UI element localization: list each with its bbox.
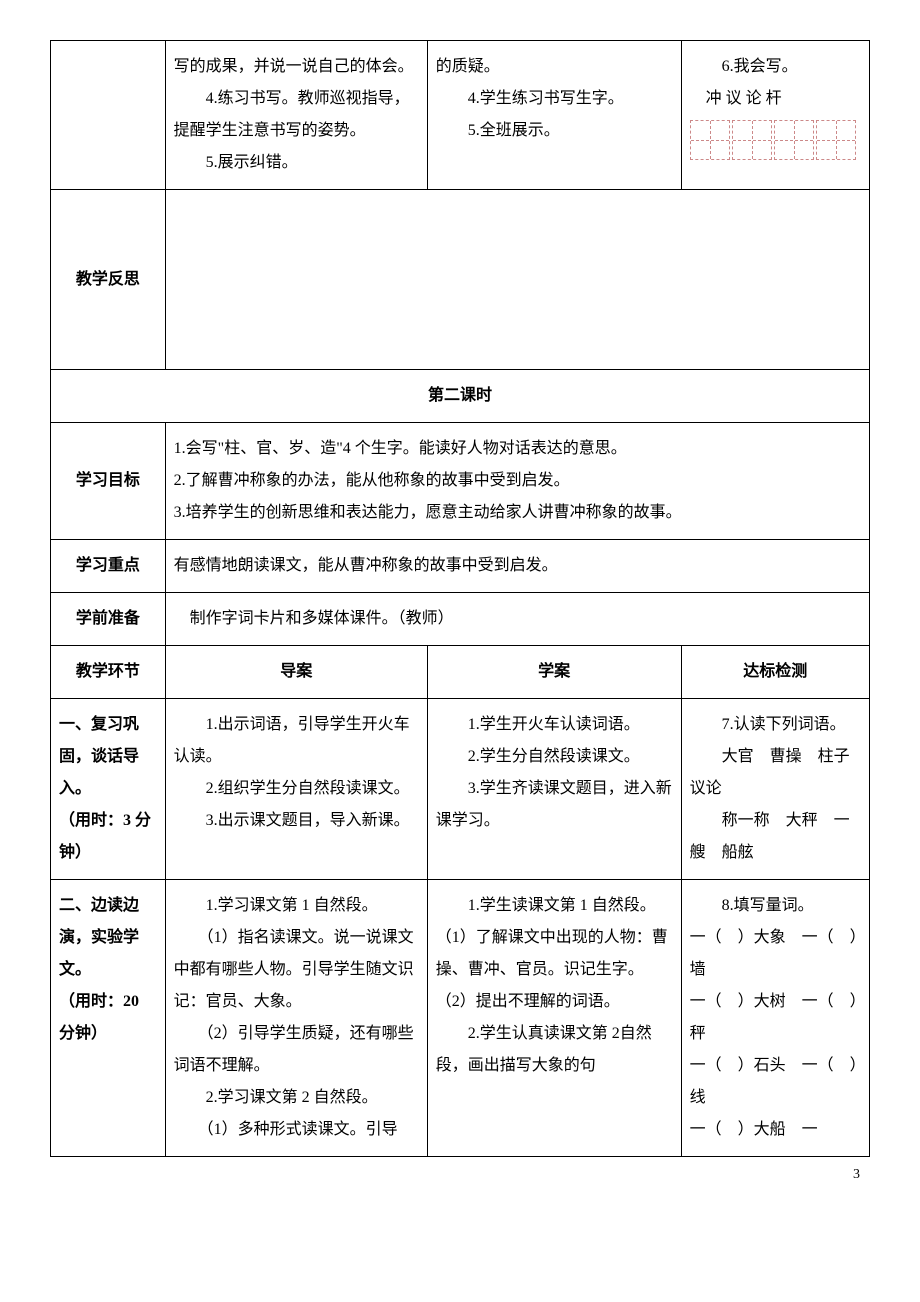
step2-xuean-text: 1.学生读课文第 1 自然段。 （1）了解课文中出现的人物：曹操、曹冲、官员。识… (436, 890, 673, 1082)
check-line1: 6.我会写。 (690, 51, 861, 83)
step1-daoan: 1.出示词语，引导学生开火车认读。 2.组织学生分自然段读课文。 3.出示课文题… (165, 699, 427, 880)
step1-check: 7.认读下列词语。 大官 曹操 柱子 议论 称一称 大秤 一艘 船舷 (681, 699, 869, 880)
step1-daoan-text: 1.出示词语，引导学生开火车认读。 2.组织学生分自然段读课文。 3.出示课文题… (174, 709, 419, 837)
daoan-continuation: 写的成果，并说一说自己的体会。 4.练习书写。教师巡视指导，提醒学生注意书写的姿… (165, 41, 427, 190)
lesson2-title: 第二课时 (51, 370, 870, 423)
daoan-text: 写的成果，并说一说自己的体会。 4.练习书写。教师巡视指导，提醒学生注意书写的姿… (174, 51, 419, 179)
step2-check-text: 8.填写量词。 一（ ）大象 一（ ）墙 一（ ）大树 一（ ）秤 一（ ）石头… (690, 890, 861, 1146)
step2-label-text: 二、边读边演，实验学文。 （用时：20 分钟） (59, 890, 157, 1050)
prep-row: 学前准备 制作字词卡片和多媒体课件。（教师） (51, 593, 870, 646)
lesson-plan-table: 写的成果，并说一说自己的体会。 4.练习书写。教师巡视指导，提醒学生注意书写的姿… (50, 40, 870, 1157)
objectives-row: 学习目标 1.会写"柱、官、岁、造"4 个生字。能读好人物对话表达的意思。 2.… (51, 423, 870, 540)
column-headers-row: 教学环节 导案 学案 达标检测 (51, 646, 870, 699)
keypoint-label: 学习重点 (51, 540, 166, 593)
header-stage: 教学环节 (51, 646, 166, 699)
prep-content: 制作字词卡片和多媒体课件。（教师） (165, 593, 869, 646)
step1-check-text: 7.认读下列词语。 大官 曹操 柱子 议论 称一称 大秤 一艘 船舷 (690, 709, 861, 869)
xuean-continuation: 的质疑。 4.学生练习书写生字。 5.全班展示。 (427, 41, 681, 190)
grid-box (816, 120, 856, 160)
step1-xuean: 1.学生开火车认读词语。 2.学生分自然段读课文。 3.学生齐读课文题目，进入新… (427, 699, 681, 880)
step2-row: 二、边读边演，实验学文。 （用时：20 分钟） 1.学习课文第 1 自然段。 （… (51, 880, 870, 1157)
objectives-content: 1.会写"柱、官、岁、造"4 个生字。能读好人物对话表达的意思。 2.了解曹冲称… (165, 423, 869, 540)
check-line2: 冲 议 论 杆 (690, 83, 861, 115)
lesson2-title-row: 第二课时 (51, 370, 870, 423)
xuean-text: 的质疑。 4.学生练习书写生字。 5.全班展示。 (436, 51, 673, 147)
step1-label-text: 一、复习巩固，谈话导入。 （用时：3 分钟） (59, 709, 157, 869)
header-daoan: 导案 (165, 646, 427, 699)
header-check: 达标检测 (681, 646, 869, 699)
reflection-content (165, 190, 869, 370)
header-xuean: 学案 (427, 646, 681, 699)
keypoint-row: 学习重点 有感情地朗读课文，能从曹冲称象的故事中受到启发。 (51, 540, 870, 593)
step2-label: 二、边读边演，实验学文。 （用时：20 分钟） (51, 880, 166, 1157)
step1-label: 一、复习巩固，谈话导入。 （用时：3 分钟） (51, 699, 166, 880)
step2-xuean: 1.学生读课文第 1 自然段。 （1）了解课文中出现的人物：曹操、曹冲、官员。识… (427, 880, 681, 1157)
page-number: 3 (50, 1167, 870, 1183)
grid-box (732, 120, 772, 160)
continuation-row: 写的成果，并说一说自己的体会。 4.练习书写。教师巡视指导，提醒学生注意书写的姿… (51, 41, 870, 190)
writing-grid (690, 120, 861, 160)
step2-daoan: 1.学习课文第 1 自然段。 （1）指名读课文。说一说课文中都有哪些人物。引导学… (165, 880, 427, 1157)
prep-label: 学前准备 (51, 593, 166, 646)
step2-daoan-text: 1.学习课文第 1 自然段。 （1）指名读课文。说一说课文中都有哪些人物。引导学… (174, 890, 419, 1146)
objectives-label: 学习目标 (51, 423, 166, 540)
check-continuation: 6.我会写。 冲 议 论 杆 (681, 41, 869, 190)
reflection-label: 教学反思 (51, 190, 166, 370)
objectives-text: 1.会写"柱、官、岁、造"4 个生字。能读好人物对话表达的意思。 2.了解曹冲称… (174, 433, 861, 529)
empty-label-cell (51, 41, 166, 190)
grid-box (774, 120, 814, 160)
keypoint-content: 有感情地朗读课文，能从曹冲称象的故事中受到启发。 (165, 540, 869, 593)
step1-row: 一、复习巩固，谈话导入。 （用时：3 分钟） 1.出示词语，引导学生开火车认读。… (51, 699, 870, 880)
grid-box (690, 120, 730, 160)
step1-xuean-text: 1.学生开火车认读词语。 2.学生分自然段读课文。 3.学生齐读课文题目，进入新… (436, 709, 673, 837)
reflection-row: 教学反思 (51, 190, 870, 370)
step2-check: 8.填写量词。 一（ ）大象 一（ ）墙 一（ ）大树 一（ ）秤 一（ ）石头… (681, 880, 869, 1157)
